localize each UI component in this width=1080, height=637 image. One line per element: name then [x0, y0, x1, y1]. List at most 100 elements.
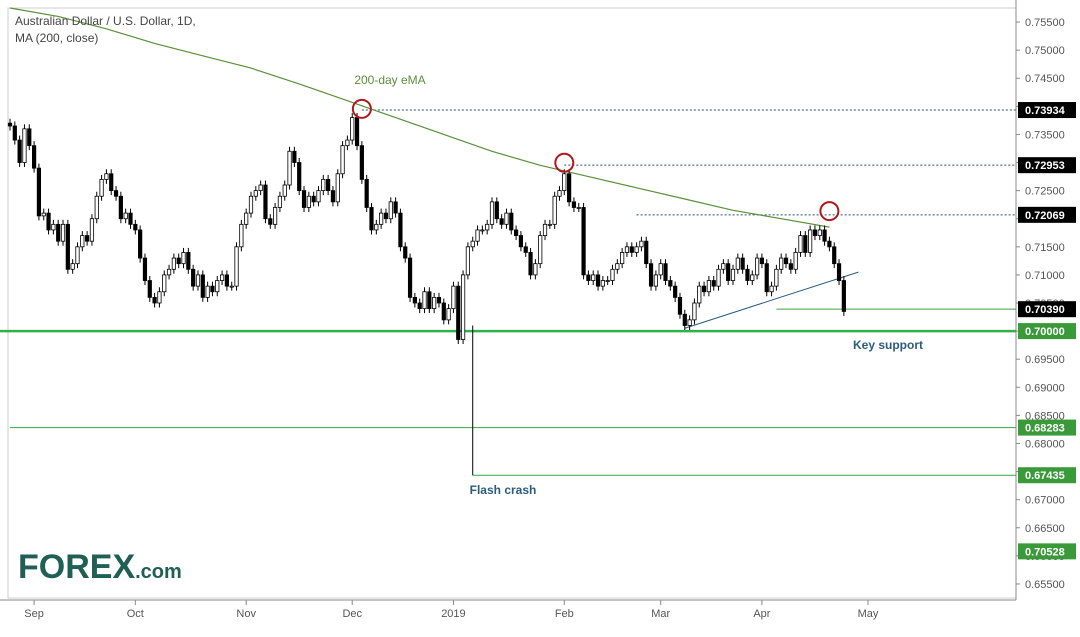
candle — [634, 242, 639, 257]
candle-body — [422, 291, 427, 310]
candle-body — [687, 319, 692, 326]
candle — [147, 276, 152, 302]
candle — [248, 191, 254, 218]
candle — [22, 124, 27, 168]
candle-body — [176, 257, 181, 265]
candle-body — [740, 257, 745, 270]
x-tick-label: Feb — [555, 608, 574, 620]
candle — [340, 141, 345, 179]
candle — [277, 191, 283, 212]
price-tag-bg — [1018, 102, 1076, 119]
candle — [200, 270, 205, 302]
candle — [841, 276, 846, 316]
candle-body — [769, 285, 774, 293]
candle-body — [836, 263, 842, 281]
candle — [533, 259, 538, 280]
candle-body — [60, 223, 66, 242]
candle — [571, 197, 577, 212]
candle — [788, 259, 793, 274]
candle — [56, 219, 61, 246]
candle — [417, 298, 422, 314]
candle-body — [475, 229, 480, 242]
candle — [494, 197, 499, 224]
highlight-circle — [554, 152, 575, 173]
price-tag-label: 0.68283 — [1025, 423, 1065, 435]
candle-body — [610, 268, 615, 281]
candle-body — [142, 257, 148, 281]
candle — [412, 292, 417, 308]
candle — [441, 298, 446, 325]
price-tag-label: 0.70390 — [1025, 304, 1065, 316]
candle-body — [591, 274, 596, 281]
candle — [460, 270, 466, 345]
candle — [499, 214, 504, 229]
candle-body — [210, 285, 215, 293]
candle-body — [359, 145, 364, 180]
candle-body — [113, 190, 119, 197]
candle-body — [46, 212, 51, 231]
candle — [379, 208, 384, 229]
candle-body — [263, 184, 268, 220]
candle — [783, 253, 789, 269]
candle-body — [456, 285, 461, 340]
x-tick-label: May — [858, 608, 879, 620]
candle-body — [514, 229, 519, 236]
candle — [668, 276, 673, 291]
candle — [80, 231, 85, 252]
candle-body — [311, 195, 316, 203]
candle — [152, 292, 157, 308]
candle — [726, 259, 731, 286]
candle-body — [788, 263, 793, 270]
candle-body — [200, 274, 205, 298]
candle-body — [822, 229, 827, 242]
price-tag-bg — [1018, 206, 1076, 223]
candle-body — [244, 212, 249, 225]
candle-body — [465, 246, 471, 276]
candle — [779, 253, 784, 274]
candle-body — [147, 280, 152, 298]
candle-body — [75, 246, 80, 265]
candle — [586, 270, 591, 286]
candle-body — [166, 268, 172, 276]
candle — [456, 281, 461, 345]
forex-logo: FOREX.com — [18, 548, 182, 587]
candle — [374, 219, 379, 235]
price-tag-label: 0.72953 — [1025, 160, 1065, 172]
candle-body — [306, 195, 311, 208]
logo-brand: FOREX — [18, 548, 136, 586]
candle-body — [533, 263, 538, 276]
candle — [485, 219, 490, 235]
candle — [292, 146, 297, 168]
candle — [470, 236, 475, 252]
candle — [730, 264, 736, 286]
candle-body — [441, 302, 446, 321]
y-tick-label: 0.75500 — [1025, 17, 1065, 29]
candle — [138, 225, 143, 263]
candle — [427, 287, 432, 314]
candle — [827, 236, 832, 252]
candle-body — [195, 274, 201, 287]
candle-body — [639, 240, 644, 248]
candle — [32, 141, 37, 173]
candle — [523, 242, 528, 257]
candle — [759, 253, 765, 269]
candle-body — [750, 274, 755, 281]
candle-body — [152, 296, 157, 304]
candle-body — [292, 150, 297, 163]
candle-body — [85, 235, 90, 242]
candle-body — [138, 229, 143, 259]
candle-body — [171, 257, 176, 270]
logo-suffix: .com — [135, 561, 182, 583]
candle-body — [162, 274, 167, 293]
candle — [552, 191, 557, 229]
candle — [326, 174, 331, 196]
candle — [205, 281, 210, 302]
candle — [287, 146, 292, 190]
candle — [191, 264, 196, 291]
candle-body — [460, 274, 466, 340]
candle-body — [571, 201, 577, 208]
candle — [85, 231, 90, 246]
candle — [436, 292, 442, 308]
y-tick-label: 0.67000 — [1025, 495, 1065, 507]
